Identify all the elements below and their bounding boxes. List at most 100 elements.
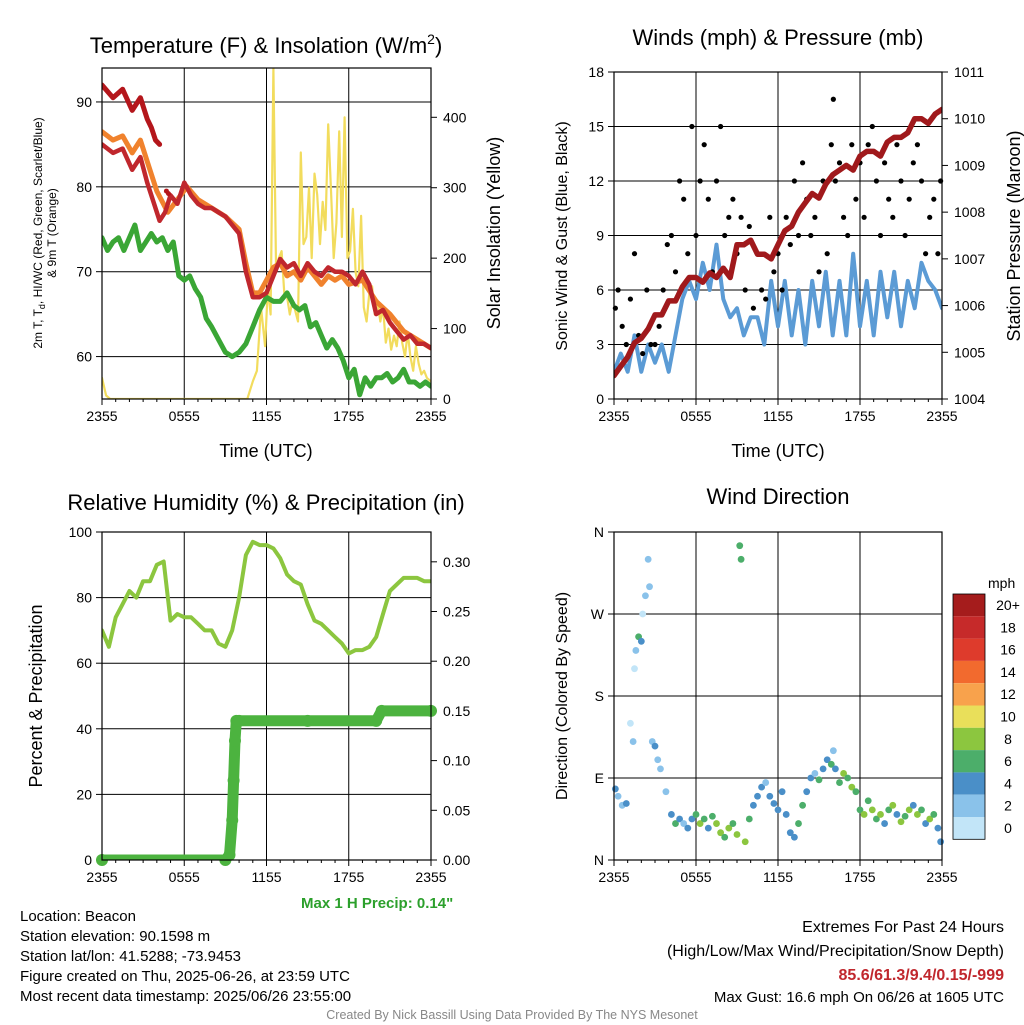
wind-direction-point (815, 776, 823, 784)
y-tick-label: 12 (588, 173, 604, 189)
wind-direction-point (639, 610, 647, 618)
wind-direction-point (676, 815, 683, 823)
colorbar-swatch (953, 794, 985, 817)
colorbar-label: 16 (1000, 642, 1016, 658)
gust-point (750, 305, 757, 311)
x-axis-label: Time (UTC) (219, 441, 312, 461)
wind-direction-point (688, 815, 696, 823)
wind-direction-point (848, 783, 856, 791)
gust-point (865, 142, 871, 148)
y2-tick-label: 0.05 (443, 802, 470, 818)
gust-point (931, 196, 937, 202)
location-text: Location: Beacon (20, 908, 136, 925)
x-tick-label: 1755 (333, 408, 364, 424)
wind-direction-point (729, 820, 737, 827)
y-tick-label: 100 (69, 524, 93, 540)
x-tick-label: 0555 (680, 408, 711, 424)
gust-point (845, 232, 851, 239)
gust-point (730, 196, 736, 202)
wind-direction-point (930, 811, 938, 818)
precip-point (226, 814, 239, 827)
precip-point (301, 714, 314, 727)
temp-series-line (102, 142, 431, 351)
y-tick-label: 80 (76, 179, 92, 195)
max-precip-text: Max 1 H Precip: 0.14" (301, 895, 454, 912)
wind-direction-point (877, 811, 884, 818)
gust-point (623, 341, 629, 348)
wind-direction-point (762, 779, 770, 786)
wind-direction-point (922, 820, 929, 827)
wind-direction-point (745, 815, 753, 823)
y-tick-label: 20 (76, 786, 92, 802)
latlon-text: Station lat/lon: 41.5288; -73.9453 (20, 948, 242, 965)
gust-point (640, 350, 646, 357)
wind-direction-point (881, 820, 888, 827)
gust-point (644, 287, 650, 293)
y2-tick-label: 0.10 (443, 753, 470, 769)
y2-tick-label: 0.30 (443, 554, 470, 570)
precip-point (233, 714, 246, 727)
wind-direction-point (823, 756, 831, 764)
colorbar-label: 0 (1004, 820, 1012, 836)
y-tick-label: 6 (596, 282, 604, 298)
x-tick-label: 2355 (415, 869, 446, 885)
wind-direction-point (622, 800, 630, 807)
colorbar-swatch (953, 705, 985, 728)
panel-title: Relative Humidity (%) & Precipitation (i… (67, 490, 464, 515)
wind-direction-point (750, 801, 757, 809)
precip-point (375, 704, 388, 717)
y2-tick-label: 1009 (954, 157, 985, 173)
wind-direction-point (770, 800, 778, 807)
x-tick-label: 2355 (598, 869, 629, 885)
wind-direction-point (840, 770, 847, 777)
gust-point (914, 142, 921, 148)
wind-direction-point (668, 811, 675, 818)
wind-direction-point (736, 542, 744, 550)
gust-point (800, 160, 806, 166)
x-tick-label: 2355 (926, 869, 957, 885)
max-gust-text: Max Gust: 16.6 mph On 06/26 at 1605 UTC (713, 989, 1004, 1006)
y-axis-label-second-line: & 9m T (Orange) (45, 188, 59, 278)
colorbar-unit-label: mph (988, 575, 1015, 591)
precip-point (370, 714, 383, 727)
wind-direction-point (827, 760, 835, 768)
y2-axis-label: Solar Insolation (Yellow) (484, 137, 504, 329)
wind-direction-point (631, 665, 638, 673)
dewpoint-series-line (102, 222, 431, 398)
y-tick-label: N (594, 524, 604, 540)
y2-tick-label: 300 (443, 180, 467, 196)
gust-point (677, 178, 683, 184)
wind-direction-point (644, 555, 652, 563)
y-tick-label: 90 (76, 94, 92, 110)
y2-tick-label: 1010 (954, 111, 985, 127)
colorbar-swatch (953, 727, 985, 751)
wind-direction-point (627, 719, 634, 727)
x-tick-label: 0555 (169, 408, 200, 424)
plot-frame (101, 67, 432, 400)
colorbar-label: 14 (1000, 664, 1016, 680)
wind-direction-point (614, 792, 622, 800)
x-tick-label: 2355 (415, 408, 446, 424)
y-tick-label: 0 (84, 852, 92, 868)
wind-direction-point (774, 806, 782, 814)
colorbar-swatch (953, 594, 985, 617)
gust-point (779, 287, 785, 293)
temp9m-series-line (102, 129, 431, 351)
y2-tick-label: 0.20 (443, 653, 470, 669)
panel-title-superscript: 2 (427, 31, 435, 47)
wind-direction-point (700, 815, 708, 823)
wind-direction-point (741, 838, 749, 846)
gust-point (693, 232, 699, 239)
y2-tick-label: 1005 (954, 344, 985, 360)
y-tick-label: 15 (588, 119, 604, 135)
plot-frame (613, 71, 943, 400)
wind-direction-point (937, 838, 945, 846)
wind-direction-point (642, 592, 649, 600)
wind-direction-point (709, 812, 716, 820)
gust-point (861, 214, 867, 220)
wind-direction-point (766, 792, 774, 800)
wind-direction-point (856, 806, 864, 814)
precip-point (227, 774, 240, 787)
gust-point (759, 287, 765, 293)
